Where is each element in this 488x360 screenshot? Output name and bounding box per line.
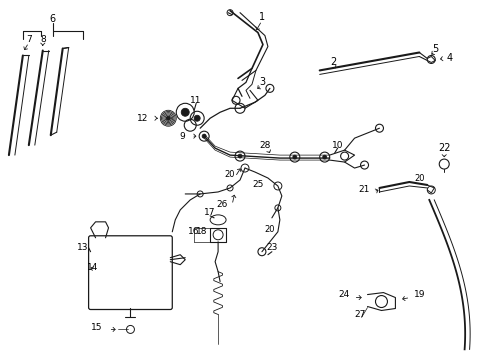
Text: 9: 9 xyxy=(179,132,185,141)
Text: 11: 11 xyxy=(190,96,202,105)
Circle shape xyxy=(292,155,296,159)
Circle shape xyxy=(181,108,189,116)
Text: 25: 25 xyxy=(252,180,263,189)
Text: 16: 16 xyxy=(188,227,200,236)
Text: 12: 12 xyxy=(137,114,148,123)
Circle shape xyxy=(194,115,200,121)
Text: 2: 2 xyxy=(330,58,336,67)
Text: 4: 4 xyxy=(445,54,451,63)
Circle shape xyxy=(238,154,242,158)
Text: 21: 21 xyxy=(357,185,369,194)
Text: 28: 28 xyxy=(259,141,270,150)
Text: 1: 1 xyxy=(258,12,264,22)
Text: 23: 23 xyxy=(265,243,277,252)
Text: 6: 6 xyxy=(50,14,56,24)
Text: 3: 3 xyxy=(258,77,264,87)
Text: 19: 19 xyxy=(413,290,425,299)
Text: 26: 26 xyxy=(216,201,227,210)
Text: 7: 7 xyxy=(26,35,32,44)
Text: 22: 22 xyxy=(437,143,449,153)
Text: 20: 20 xyxy=(413,174,424,183)
Text: 5: 5 xyxy=(431,44,437,54)
Text: 24: 24 xyxy=(338,290,349,299)
Text: 20: 20 xyxy=(224,170,235,179)
Text: 15: 15 xyxy=(91,323,102,332)
Text: 8: 8 xyxy=(40,35,45,44)
Text: 18: 18 xyxy=(196,227,207,236)
Circle shape xyxy=(202,134,206,138)
Text: 13: 13 xyxy=(77,243,88,252)
Circle shape xyxy=(166,116,170,120)
Text: 10: 10 xyxy=(331,141,343,150)
Text: 27: 27 xyxy=(353,310,365,319)
Text: 20: 20 xyxy=(264,225,275,234)
Text: 17: 17 xyxy=(204,208,215,217)
Text: 14: 14 xyxy=(87,263,99,272)
Circle shape xyxy=(322,155,326,159)
